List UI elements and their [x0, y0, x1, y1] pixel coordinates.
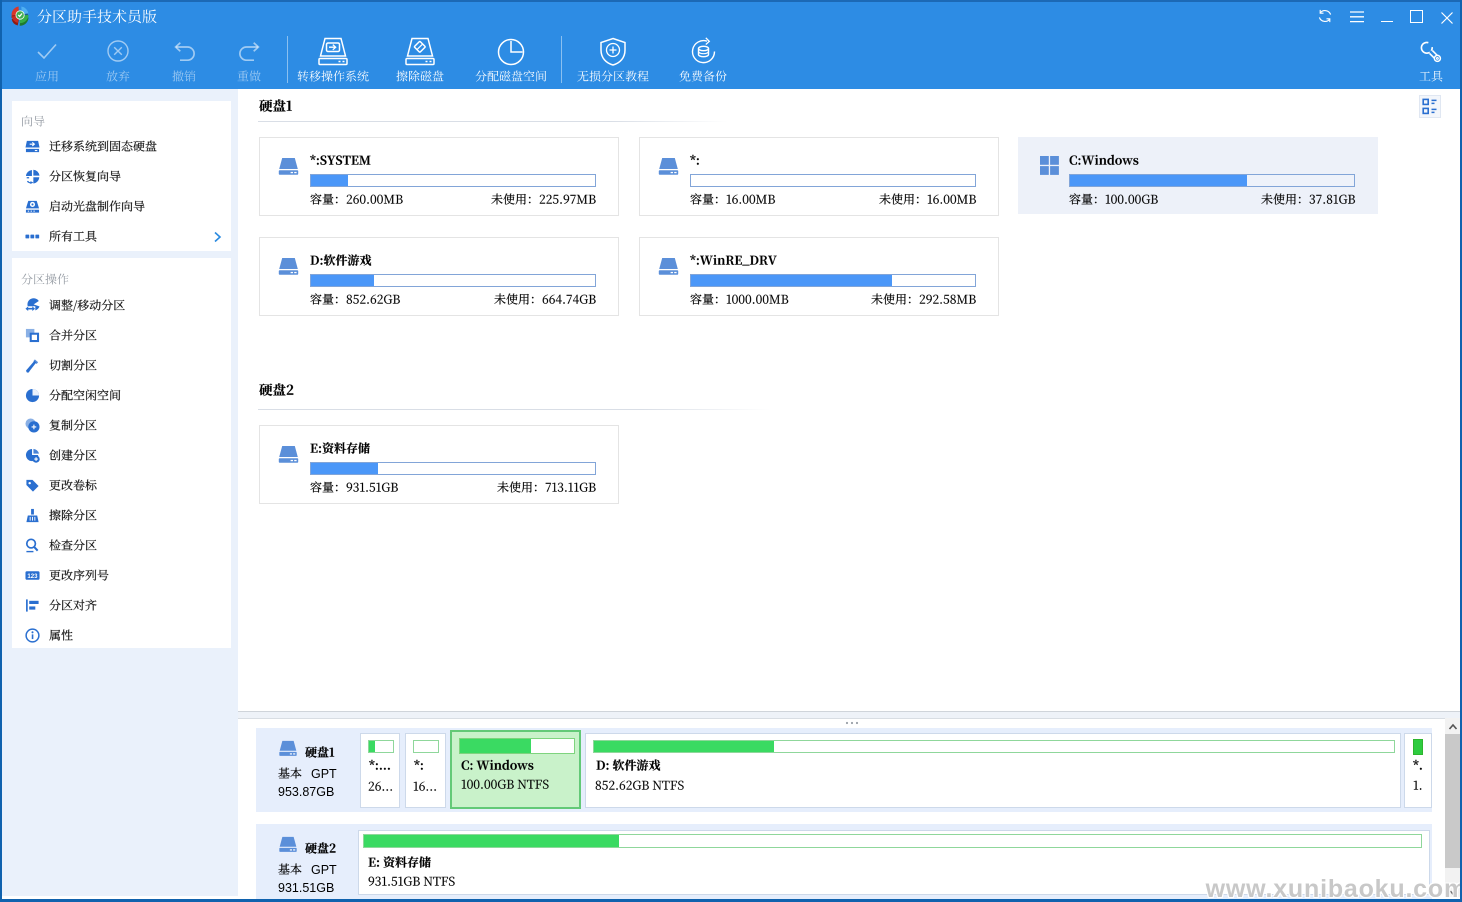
- svg-text:123: 123: [27, 572, 38, 579]
